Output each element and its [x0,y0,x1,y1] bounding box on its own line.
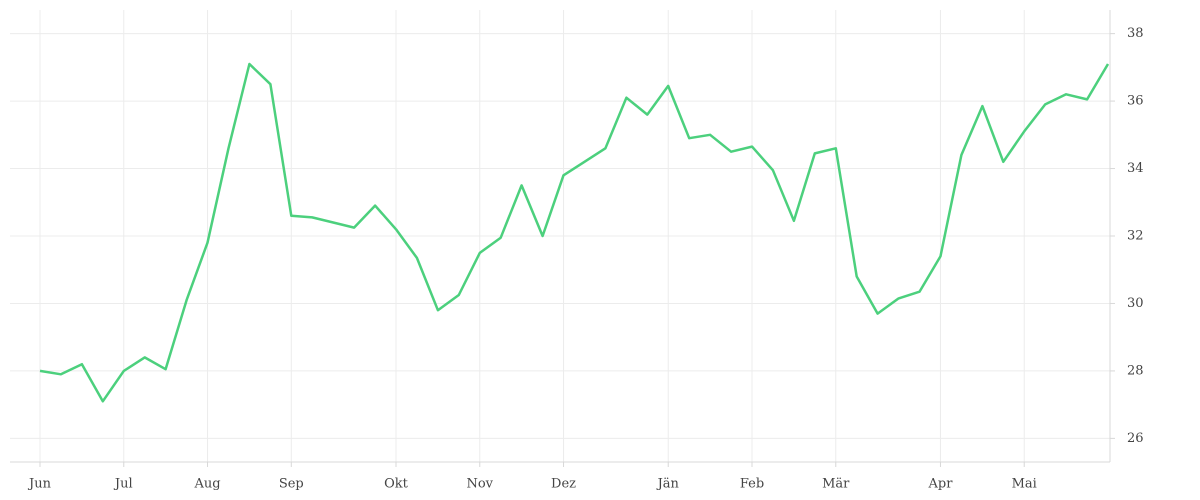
x-tick-label: Jän [656,477,680,492]
series-line [39,62,1110,403]
y-tick-label: 36 [1127,94,1144,109]
x-tick-label: Dez [551,477,576,492]
x-tick-label: Mär [822,477,850,492]
x-tick-label: Nov [466,477,493,492]
y-tick-label: 38 [1127,26,1144,41]
y-tick-label: 32 [1127,229,1144,244]
x-tick-label: Feb [740,477,764,492]
x-tick-label: Okt [384,477,409,492]
x-tick-label: Jun [27,477,52,492]
x-tick-label: Mai [1012,477,1037,492]
x-tick-label: Aug [193,477,220,492]
x-tick-label: Apr [928,477,954,492]
y-tick-label: 34 [1127,161,1144,176]
y-tick-label: 30 [1127,296,1144,311]
x-tick-label: Sep [279,477,304,492]
y-tick-label: 26 [1127,431,1144,446]
x-tick-label: Jul [113,477,133,492]
y-tick-label: 28 [1127,363,1144,378]
